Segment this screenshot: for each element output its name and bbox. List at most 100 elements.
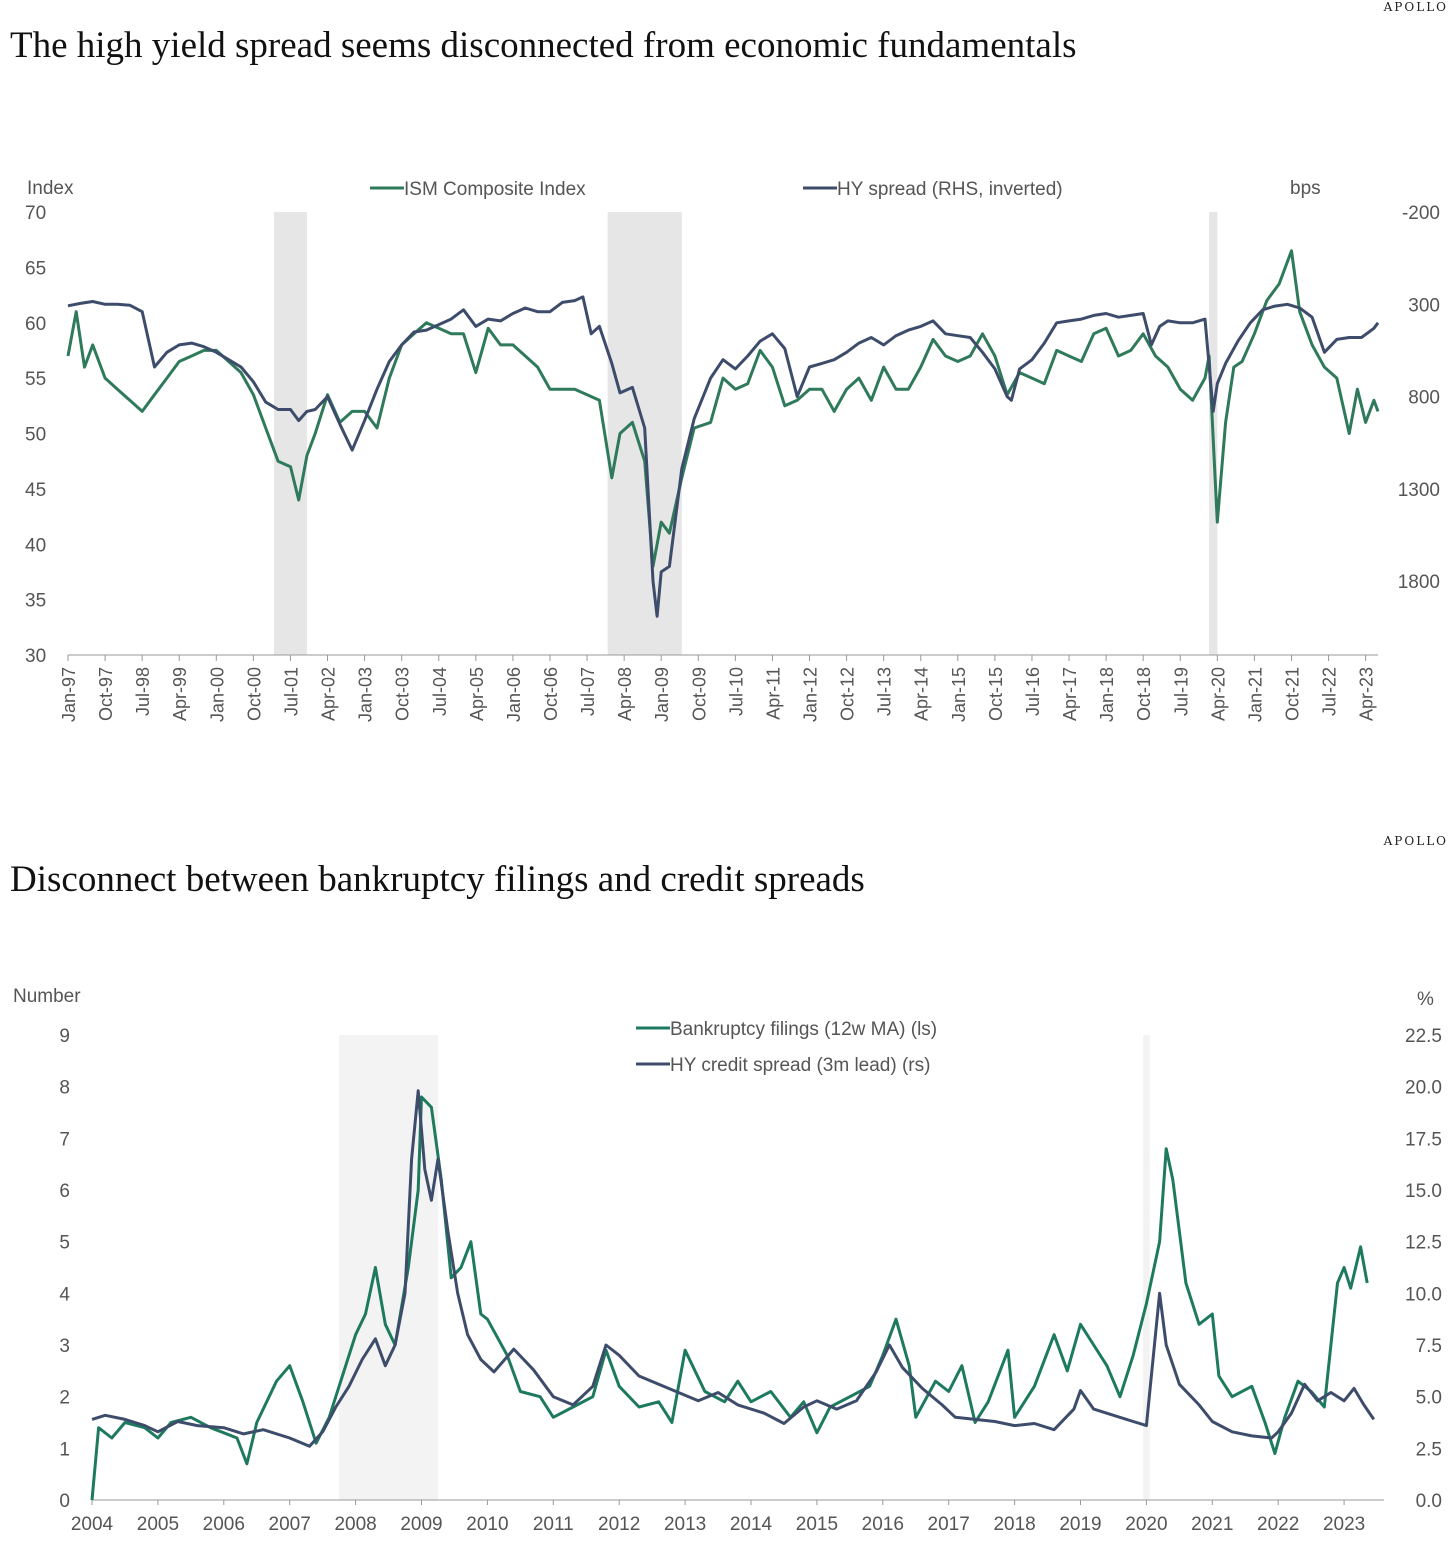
y-left-tick-label: 0 [59,1491,70,1512]
x-tick-label: Jul-19 [1171,667,1191,716]
chart-title: The high yield spread seems disconnected… [10,25,1077,66]
x-tick-label: 2011 [533,1514,574,1535]
x-tick-label: Apr-23 [1357,667,1377,721]
x-tick-label: Jul-07 [578,667,598,716]
x-tick-label: Oct-06 [541,667,561,721]
y-left-tick-label: 3 [59,1336,70,1357]
x-tick-label: Apr-17 [1060,667,1080,721]
right-axis-label: % [1417,989,1434,1010]
x-tick-label: 2021 [1191,1514,1233,1535]
x-tick-label: Oct-97 [96,667,116,721]
y-right-tick-label: 7.5 [1416,1336,1442,1357]
y-left-tick-label: 8 [59,1078,70,1099]
y-left-tick-label: 45 [25,480,46,501]
x-tick-label: Jan-06 [504,667,524,722]
chart-panel-ism: APOLLO The high yield spread seems disco… [10,0,1448,722]
x-tick-label: Oct-12 [838,667,858,721]
x-tick-label: Jan-03 [356,667,376,722]
legend-label: Bankruptcy filings (12w MA) (ls) [670,1019,937,1040]
x-tick-label: Jan-18 [1097,667,1117,722]
y-left-tick-label: 50 [25,425,46,446]
brand-logo: APOLLO [1383,0,1448,14]
x-tick-label: Oct-03 [393,667,413,721]
bankruptcy-spread-chart: Number % 9 8 7 6 5 4 3 2 1 0 22.5 20.0 17.5 15.0 12.5 10.… [13,986,1442,1535]
chart-panel-bankruptcy: APOLLO Disconnect between bankruptcy fil… [0,830,1456,1546]
series-line-hy-spread [67,295,1380,618]
x-tick-label: Oct-18 [1134,667,1154,721]
y-left-tick-label: 35 [25,591,46,612]
y-right-tick-label: 12.5 [1405,1233,1442,1254]
x-tick-label: Jul-10 [726,667,746,716]
x-tick-label: 2019 [1059,1514,1101,1535]
y-left-tick-label: 7 [59,1129,70,1150]
y-left-tick-label: 70 [25,203,46,224]
series-line-ism [66,249,1380,568]
x-tick-label: Jan-97 [59,667,79,722]
y-left-tick-label: 6 [59,1181,70,1202]
x-tick-label: Apr-05 [467,667,487,721]
left-axis-label: Number [13,986,81,1007]
y-left-tick-label: 5 [59,1233,70,1254]
recession-band [1143,1035,1150,1500]
x-tick-label: 2017 [928,1514,970,1535]
x-tick-label: Jan-21 [1245,667,1265,722]
y-right-tick-label: 800 [1408,388,1440,409]
y-right-tick-label: 1300 [1398,480,1440,501]
x-tick-label: Jan-12 [801,667,821,722]
y-left-tick-label: 9 [59,1026,70,1047]
x-tick-label: Apr-11 [763,667,783,720]
x-tick-label: 2016 [862,1514,904,1535]
y-right-tick-label: 1800 [1398,572,1440,593]
y-left-tick-label: 40 [25,535,46,556]
series-line-hy-credit-spread [91,1089,1376,1448]
right-axis-label: bps [1290,178,1321,199]
y-right-tick-label: 15.0 [1405,1181,1442,1202]
y-right-tick-label: 22.5 [1405,1026,1442,1047]
x-tick-label: 2014 [730,1514,773,1535]
y-right-tick-label: 10.0 [1405,1284,1442,1305]
x-tick-label: Jul-16 [1023,667,1043,716]
recession-band [339,1035,438,1500]
x-tick-label: 2013 [664,1514,706,1535]
x-tick-label: Oct-00 [244,667,264,721]
x-tick-label: 2018 [993,1514,1035,1535]
series-line-bankruptcy-filings [90,1095,1369,1501]
x-tick-label: Jul-13 [875,667,895,716]
y-left-tick-label: 2 [59,1388,70,1409]
legend-label: HY credit spread (3m lead) (rs) [670,1055,930,1076]
ism-hy-chart: Index bps 70 65 60 55 50 45 40 35 30 -200 300 800 1300… [25,178,1440,722]
x-tick-label: 2006 [203,1514,245,1535]
left-axis-label: Index [27,178,74,199]
y-right-tick-label: -200 [1402,203,1440,224]
x-tick-label: Oct-21 [1282,667,1302,721]
y-left-tick-label: 55 [25,369,46,390]
y-right-tick-label: 20.0 [1405,1078,1442,1099]
y-left-tick-label: 65 [25,258,46,279]
x-tick-label: 2020 [1125,1514,1167,1535]
y-right-tick-label: 5.0 [1416,1388,1442,1409]
recession-band [273,212,307,655]
x-tick-label: Apr-20 [1208,667,1228,721]
x-tick-label: Jul-22 [1320,667,1340,716]
x-tick-label: Apr-02 [319,667,339,721]
x-tick-label: Apr-08 [615,667,635,721]
x-tick-label: Jul-98 [133,667,153,716]
y-left-tick-label: 60 [25,314,46,335]
y-right-tick-label: 2.5 [1416,1439,1442,1460]
x-tick-label: 2023 [1323,1514,1365,1535]
x-tick-label: Oct-09 [689,667,709,721]
legend-label: ISM Composite Index [404,179,586,200]
x-tick-label: 2005 [137,1514,179,1535]
x-tick-label: Apr-99 [170,667,190,721]
x-tick-label: Oct-15 [986,667,1006,721]
x-tick-label: 2009 [400,1514,442,1535]
y-right-tick-label: 0.0 [1416,1491,1442,1512]
x-tick-label: Jul-04 [430,667,450,716]
legend-label: HY spread (RHS, inverted) [837,179,1063,200]
x-tick-label: Jan-09 [652,667,672,722]
y-right-tick-label: 17.5 [1405,1129,1442,1150]
x-tick-label: 2015 [796,1514,838,1535]
brand-logo: APOLLO [1383,834,1448,848]
x-tick-label: 2004 [71,1514,114,1535]
x-tick-label: 2008 [334,1514,376,1535]
